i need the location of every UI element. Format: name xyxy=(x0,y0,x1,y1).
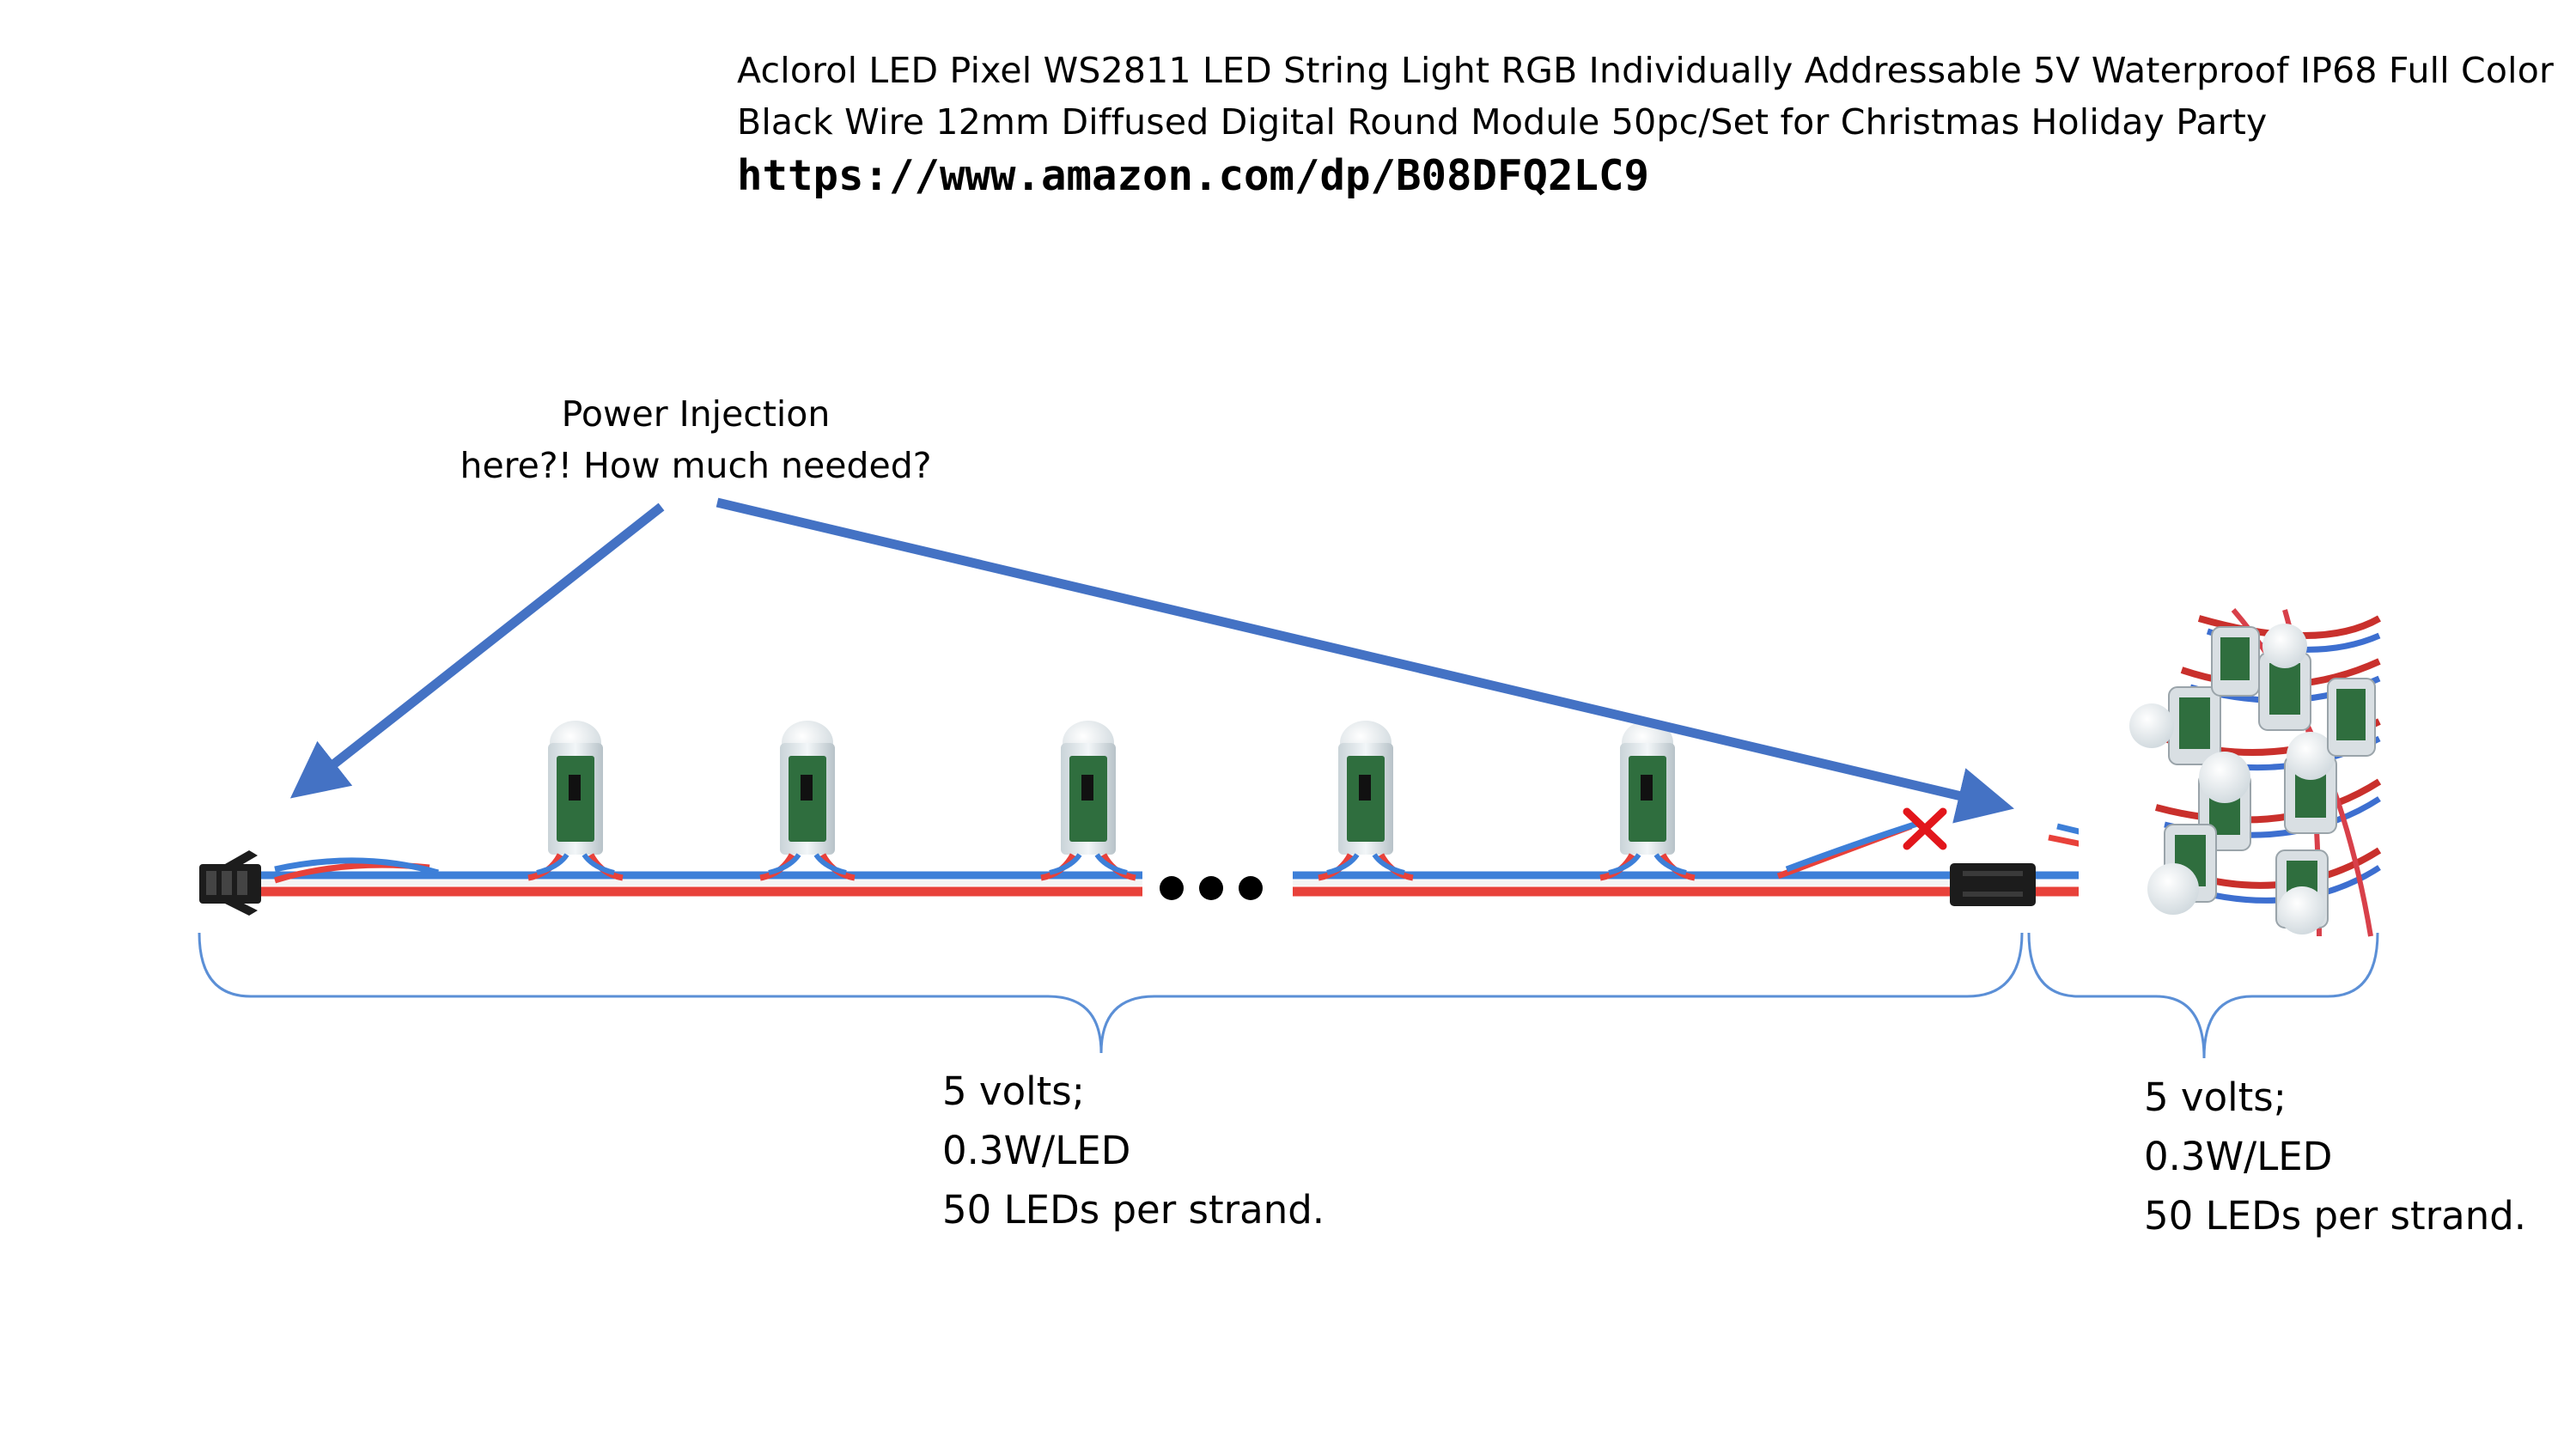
brace-left xyxy=(198,932,2024,1054)
led-pixel xyxy=(1318,721,1414,881)
led-cluster xyxy=(2079,608,2382,943)
led-pixel xyxy=(759,721,856,881)
segment-count: 50 LEDs per strand. xyxy=(942,1187,1325,1233)
segment-power: 0.3W/LED xyxy=(2144,1134,2333,1179)
cluster-led xyxy=(2284,732,2337,834)
arrow-to-connector xyxy=(716,497,2014,824)
led-pixel xyxy=(1040,721,1136,881)
cluster-led xyxy=(2129,686,2221,765)
power-injection-note-line-1: Power Injection xyxy=(561,393,831,435)
cluster-led xyxy=(2275,849,2329,935)
segment-voltage: 5 volts; xyxy=(942,1068,1085,1114)
cluster-led xyxy=(2147,824,2217,915)
left-connector xyxy=(199,850,261,916)
led-pixel xyxy=(1599,721,1696,881)
cluster-led xyxy=(2258,624,2311,731)
x-cross-icon xyxy=(1903,807,1947,850)
power-injection-note: Power Injection here?! How much needed? xyxy=(429,388,962,491)
product-title-line-2: Black Wire 12mm Diffused Digital Round M… xyxy=(737,101,2268,143)
segment-count: 50 LEDs per strand. xyxy=(2144,1193,2527,1239)
segment-spec-left: 5 volts; 0.3W/LED 50 LEDs per strand. xyxy=(942,1062,1325,1239)
mid-connector xyxy=(1950,863,2036,906)
segment-voltage: 5 volts; xyxy=(2144,1075,2287,1120)
power-injection-note-line-2: here?! How much needed? xyxy=(460,445,932,486)
segment-spec-right: 5 volts; 0.3W/LED 50 LEDs per strand. xyxy=(2144,1068,2526,1245)
ellipsis-dots-icon xyxy=(1160,876,1263,900)
product-url: https://www.amazon.com/dp/B08DFQ2LC9 xyxy=(737,151,1650,200)
end-lead-blue xyxy=(274,857,439,876)
segment-power: 0.3W/LED xyxy=(942,1128,1131,1173)
cluster-led xyxy=(2327,678,2376,757)
product-title-line-1: Aclorol LED Pixel WS2811 LED String Ligh… xyxy=(737,50,2555,91)
brace-right xyxy=(2027,932,2379,1059)
arrow-to-left-end xyxy=(289,502,665,799)
led-pixel xyxy=(527,721,624,881)
cut-lead-blue xyxy=(1785,819,1921,873)
cluster-led xyxy=(2211,626,2260,697)
